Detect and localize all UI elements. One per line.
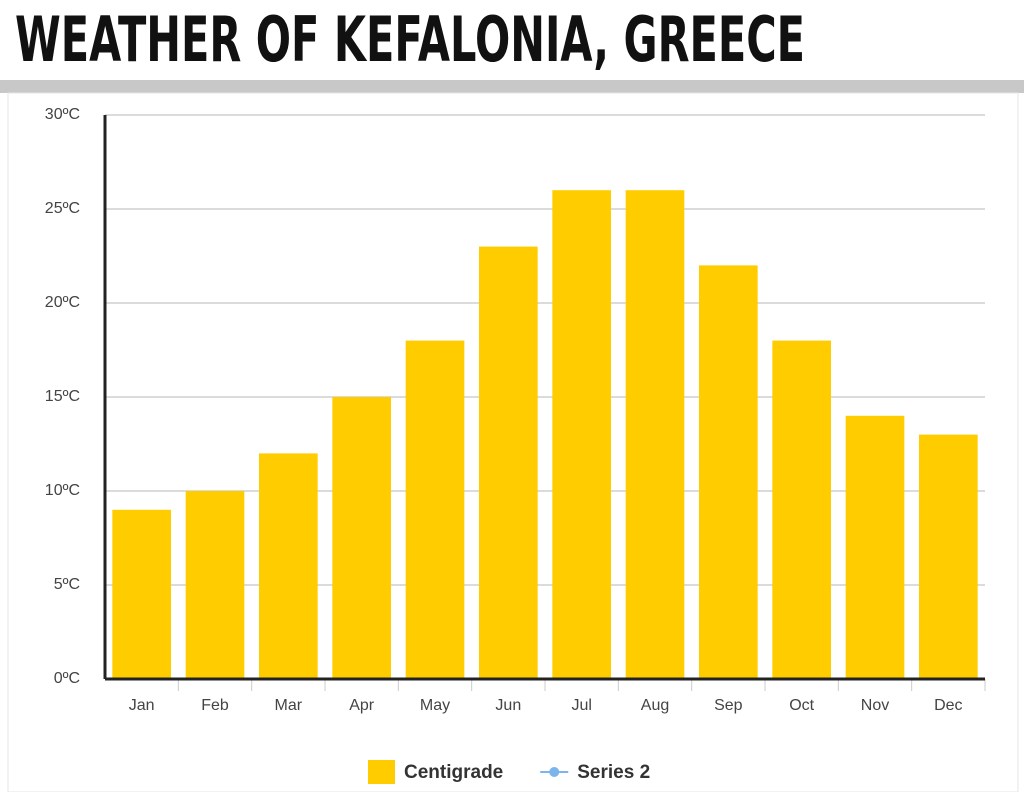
bar xyxy=(259,453,318,679)
y-tick-label: 25ºC xyxy=(45,200,80,217)
x-tick-label: May xyxy=(420,697,450,714)
x-tick-label: Sep xyxy=(714,697,743,714)
legend-label: Centigrade xyxy=(404,762,503,783)
bar xyxy=(772,340,831,679)
bar xyxy=(185,491,245,679)
x-tick-label: Feb xyxy=(201,697,229,714)
x-tick-label: Nov xyxy=(861,697,889,714)
legend-swatch-dot xyxy=(549,767,560,777)
x-tick-label: Apr xyxy=(349,697,375,714)
bar xyxy=(405,340,465,679)
x-tick-label: Oct xyxy=(789,697,814,714)
y-tick-label: 15ºC xyxy=(45,388,80,405)
y-tick-label: 20ºC xyxy=(45,294,80,311)
x-tick-label: Jul xyxy=(571,697,591,714)
bar xyxy=(919,434,978,679)
x-tick-label: Mar xyxy=(275,697,303,714)
legend-swatch xyxy=(368,760,395,784)
x-tick-label: Dec xyxy=(934,697,962,714)
bar xyxy=(699,265,758,679)
y-tick-label: 5ºC xyxy=(54,576,80,593)
x-tick-label: Jan xyxy=(129,697,155,714)
bar xyxy=(332,397,391,679)
bar xyxy=(625,190,685,679)
bar xyxy=(112,509,171,679)
x-tick-label: Aug xyxy=(641,697,669,714)
bar xyxy=(479,246,538,679)
x-tick-label: Jun xyxy=(495,697,521,714)
bar xyxy=(845,415,905,679)
y-tick-label: 0ºC xyxy=(54,670,80,687)
bar xyxy=(552,190,611,679)
title-band xyxy=(0,80,1024,93)
y-tick-label: 30ºC xyxy=(45,106,80,123)
legend-label: Series 2 xyxy=(577,762,650,783)
y-tick-label: 10ºC xyxy=(45,482,80,499)
chart-title: WEATHER OF KEFALONIA, GREECE xyxy=(15,3,805,76)
